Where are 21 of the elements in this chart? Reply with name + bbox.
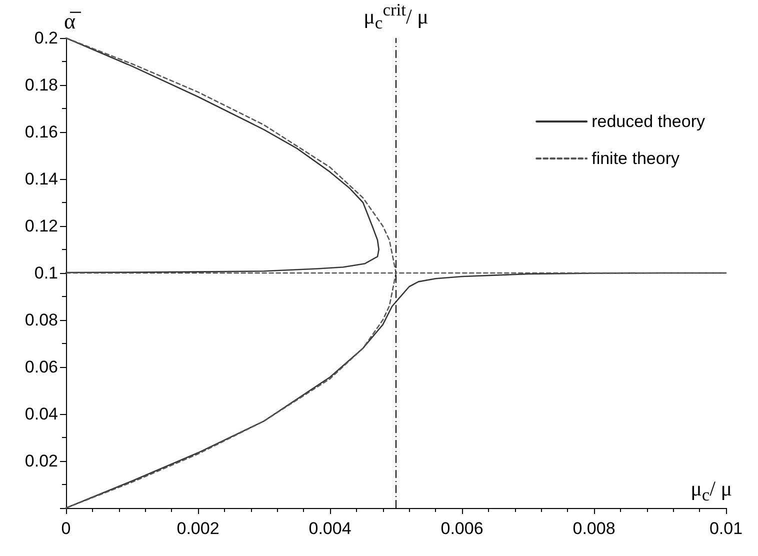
x-tick-label: 0.01 [709,519,743,538]
y-tick-label: 0.2 [34,28,58,48]
x-tick-label: 0.004 [308,519,352,538]
x-tick-label: 0 [61,519,71,538]
x-tick-label: 0.008 [572,519,616,538]
ref-line-label: μ$_{c}$$^{crit}$/ μ [364,0,428,32]
x-tick-label: 0.002 [176,519,220,538]
x-axis-title: μ$_{c}$/ μ [690,476,732,504]
y-tick-label: 0.1 [34,264,58,282]
x-tick-label: 0.006 [440,519,484,538]
y-tick-label: 0.16 [24,122,58,142]
y-tick-label: 0.08 [24,310,58,330]
legend-label: reduced theory [592,112,706,131]
y-tick-label: 0.18 [24,76,58,94]
y-tick-label: 0.02 [24,452,58,470]
y-tick-label: 0.04 [24,404,58,424]
legend-label: finite theory [592,149,680,168]
y-tick-label: 0.06 [24,358,58,376]
y-tick-label: 0.14 [24,170,58,188]
y-axis-title: α̅ [64,8,82,34]
y-tick-label: 0.12 [24,216,58,236]
